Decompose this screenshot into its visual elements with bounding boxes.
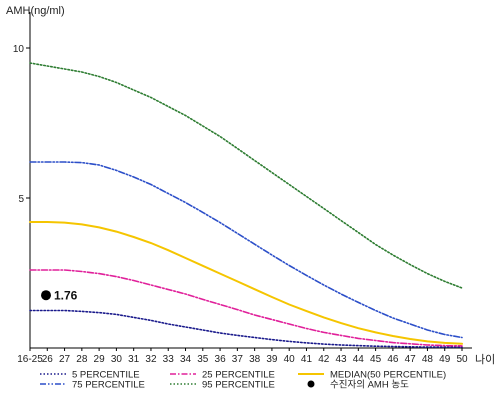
series-line-median-50-percentile: [29, 221, 463, 345]
x-axis-label: 나이: [475, 353, 495, 366]
x-tick-label: 39: [266, 354, 278, 365]
x-tick-label: 27: [59, 354, 71, 365]
legend-swatch-point: [307, 380, 315, 388]
x-tick-label: 32: [145, 354, 157, 365]
x-tick-label: 26: [42, 354, 54, 365]
series-line-95-percentile: [29, 62, 463, 289]
legend: 5 PERCENTILE 25 PERCENTILE MEDIAN(50 PERCE…: [40, 370, 446, 391]
y-tick-label: 5: [18, 194, 24, 205]
x-tick-label: 44: [353, 354, 365, 365]
highlight-point: [41, 290, 51, 301]
legend-label: 수진자의 AMH 농도: [330, 380, 409, 391]
legend-label: 95 PERCENTILE: [202, 380, 275, 391]
x-tick-label: 35: [197, 354, 209, 365]
y-axis-label: AMH(ng/ml): [6, 5, 65, 17]
legend-label: 25 PERCENTILE: [202, 370, 275, 381]
highlight-group: 1.76: [41, 289, 78, 303]
x-tick-label: 42: [318, 354, 330, 365]
x-tick-label: 29: [94, 354, 106, 365]
x-tick-label: 30: [111, 354, 123, 365]
x-tick-label: 37: [232, 354, 244, 365]
x-tick-label: 16-25: [17, 354, 43, 365]
x-tick-label: 48: [422, 354, 434, 365]
series-lines: [29, 62, 463, 348]
highlight-point-label: 1.76: [54, 289, 78, 303]
x-tick-label: 40: [284, 354, 296, 365]
x-tick-label: 34: [180, 354, 192, 365]
x-tick-label: 28: [76, 354, 88, 365]
x-tick-label: 41: [301, 354, 313, 365]
y-tick-labels: 10 5: [13, 44, 30, 205]
y-tick-label: 10: [13, 44, 25, 55]
x-tick-label: 46: [387, 354, 399, 365]
x-tick-label: 36: [215, 354, 227, 365]
x-tick-label: 50: [456, 354, 468, 365]
series-line-5-percentile: [29, 309, 463, 348]
series-line-75-percentile: [29, 161, 463, 339]
series-line-25-percentile: [29, 269, 463, 347]
axes: AMH(ng/ml) 나이: [6, 5, 495, 366]
legend-label: MEDIAN(50 PERCENTILE): [330, 370, 446, 381]
legend-label: 5 PERCENTILE: [72, 370, 140, 381]
x-tick-label: 43: [335, 354, 347, 365]
x-tick-label: 45: [370, 354, 382, 365]
x-tick-label: 47: [405, 354, 417, 365]
x-tick-label: 31: [128, 354, 140, 365]
x-tick-label: 38: [249, 354, 261, 365]
x-tick-label: 33: [163, 354, 175, 365]
legend-label: 75 PERCENTILE: [72, 380, 145, 391]
x-tick-label: 49: [439, 354, 451, 365]
